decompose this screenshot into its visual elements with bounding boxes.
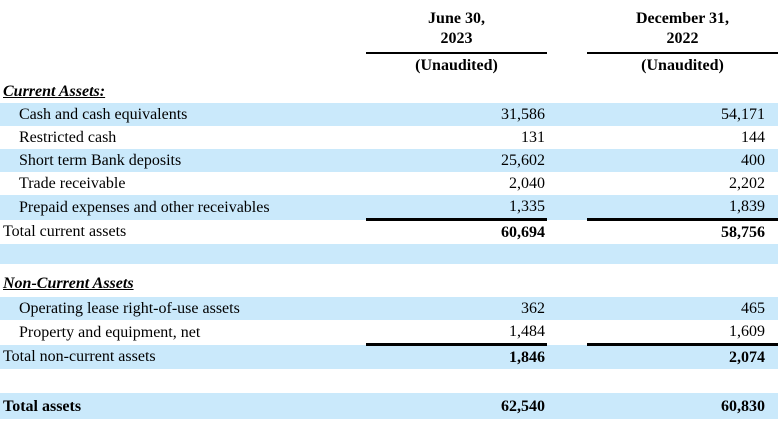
column-gap [547, 0, 587, 53]
value-2022: 1,839 [587, 195, 778, 221]
unaudited-label-2023: (Unaudited) [415, 57, 498, 74]
column-gap [547, 220, 587, 245]
value-2023: 1,484 [366, 320, 547, 346]
column-gap [547, 172, 587, 195]
unaudited-label-2022: (Unaudited) [641, 57, 724, 74]
row-label: Current Assets: [3, 83, 106, 100]
column-gap [547, 345, 587, 370]
table-row: Total assets 62,540 60,830 [0, 393, 778, 419]
value-2023: 25,602 [501, 152, 545, 169]
column-header-line2: 2023 [440, 30, 473, 47]
value-2023: 2,040 [509, 175, 545, 192]
row-label: Restricted cash [19, 129, 117, 146]
value-2022: 144 [741, 129, 765, 146]
table-body: Current Assets: Cash and cash equivalents… [0, 80, 778, 419]
column-gap [547, 80, 587, 103]
table-row: Restricted cash 131 144 [0, 126, 778, 149]
value-2022: 54,171 [721, 106, 765, 123]
value-2022: 465 [741, 300, 765, 317]
spacer-row [0, 244, 778, 264]
value-2023: 362 [521, 300, 545, 317]
value-2023 [366, 264, 547, 297]
column-gap [547, 126, 587, 149]
table-row: Property and equipment, net 1,484 1,609 [0, 320, 778, 346]
value-2023: 131 [521, 129, 545, 146]
value-2022: 1,609 [587, 320, 778, 346]
row-label: Non-Current Assets [3, 275, 134, 292]
value-2023: 31,586 [501, 106, 545, 123]
value-2022: 2,074 [729, 349, 765, 366]
value-2022 [587, 80, 778, 103]
value-2022 [587, 264, 778, 297]
column-header-line1: June 30, [428, 10, 485, 27]
table-row: Non-Current Assets [0, 264, 778, 297]
table-row: Prepaid expenses and other receivables 1,… [0, 195, 778, 221]
column-gap [547, 320, 587, 345]
spacer-cell [0, 369, 778, 393]
unaudited-row: (Unaudited) (Unaudited) [0, 53, 778, 80]
column-gap [547, 297, 587, 320]
table-row: Current Assets: [0, 80, 778, 103]
column-gap [547, 53, 587, 80]
row-label: Total current assets [3, 223, 127, 241]
row-label: Short term Bank deposits [19, 152, 182, 169]
value-2022: 58,756 [721, 224, 765, 241]
column-header-line2: 2022 [666, 30, 699, 47]
table-row: Operating lease right-of-use assets 362 46… [0, 297, 778, 320]
column-headers-row: June 30, 2023 December 31, 2022 [0, 0, 778, 54]
header-spacer [0, 53, 366, 80]
row-label: Prepaid expenses and other receivables [19, 198, 270, 216]
table-row: Trade receivable 2,040 2,202 [0, 172, 778, 195]
table-row: Total current assets 60,694 58,756 [0, 220, 778, 245]
row-label: Trade receivable [19, 175, 126, 192]
row-label: Property and equipment, net [19, 323, 201, 341]
spacer-cell [0, 244, 778, 264]
column-gap [547, 103, 587, 126]
header-spacer [0, 0, 366, 53]
spacer-row [0, 369, 778, 393]
column-header-june-2023: June 30, 2023 [366, 0, 547, 54]
row-label: Cash and cash equivalents [19, 106, 188, 123]
row-label: Operating lease right-of-use assets [19, 300, 240, 317]
value-2023: 1,335 [366, 195, 547, 221]
value-2022: 2,202 [729, 175, 765, 192]
table-row: Total non-current assets 1,846 2,074 [0, 344, 778, 370]
value-2023: 60,694 [501, 224, 545, 241]
column-gap [547, 149, 587, 172]
value-2023: 1,846 [509, 349, 545, 366]
value-2022: 400 [741, 152, 765, 169]
row-label: Total assets [3, 397, 82, 415]
column-header-line1: December 31, [636, 10, 729, 27]
table-row: Cash and cash equivalents 31,586 54,171 [0, 103, 778, 126]
table-row: Short term Bank deposits 25,602 400 [0, 149, 778, 172]
column-header-december-2022: December 31, 2022 [587, 0, 778, 54]
value-2023: 62,540 [501, 397, 545, 415]
row-label: Total non-current assets [3, 348, 156, 366]
column-gap [547, 393, 587, 419]
value-2022: 60,830 [721, 397, 765, 415]
column-gap [547, 195, 587, 220]
value-2023 [366, 80, 547, 103]
column-gap [547, 264, 587, 297]
